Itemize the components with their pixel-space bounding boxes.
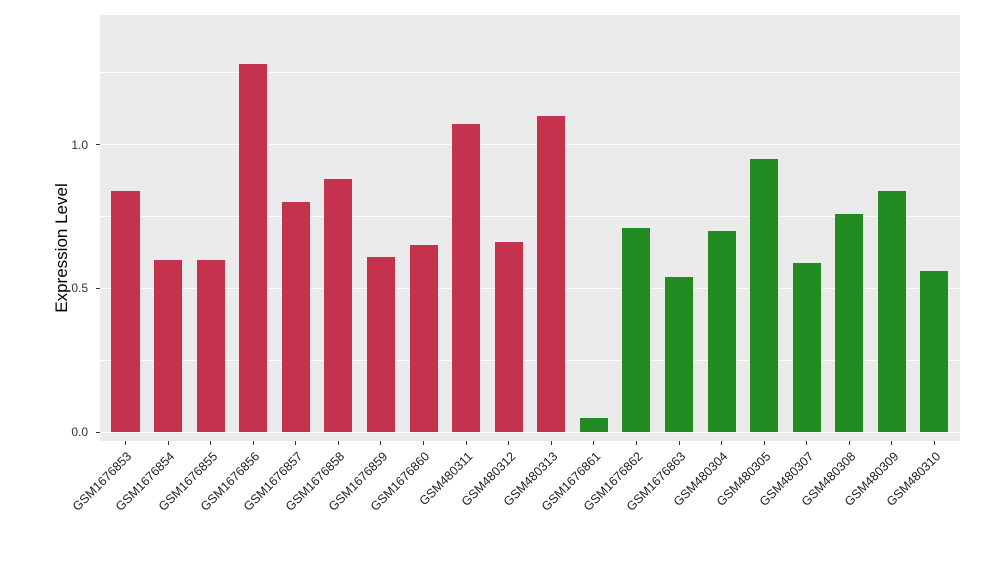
x-tick-mark (295, 441, 297, 445)
x-tick-mark (252, 441, 254, 445)
gridline-minor (100, 360, 960, 361)
x-tick-mark (508, 441, 510, 445)
gridline-major (100, 431, 960, 434)
bar-GSM480313 (537, 115, 566, 433)
x-tick-mark (210, 441, 212, 445)
x-tick-mark (721, 441, 723, 445)
plot-panel (100, 15, 960, 441)
bar-GSM480308 (835, 213, 864, 433)
x-tick-mark (423, 441, 425, 445)
x-tick-mark (763, 441, 765, 445)
bar-GSM1676858 (324, 179, 353, 433)
gridline-major (100, 143, 960, 146)
y-axis: 0.0 0.5 1.0 (0, 15, 100, 441)
bar-GSM480309 (877, 190, 906, 433)
bar-GSM480312 (494, 242, 523, 433)
bar-GSM480311 (452, 124, 481, 433)
y-tick-mark (96, 144, 100, 146)
bar-GSM1676855 (196, 259, 225, 433)
gridline-major (100, 287, 960, 290)
bar-GSM480304 (707, 230, 736, 433)
x-tick-mark (635, 441, 637, 445)
x-tick-mark (848, 441, 850, 445)
bar-GSM1676863 (664, 276, 694, 433)
x-tick-mark (167, 441, 169, 445)
y-tick-label: 0.5 (71, 281, 88, 296)
bar-GSM480307 (792, 262, 821, 433)
gridline-minor (100, 72, 960, 73)
x-axis: GSM1676853 GSM1676854 GSM1676855 GSM1676856… (70, 441, 960, 571)
x-tick-mark (593, 441, 595, 445)
x-tick-mark (465, 441, 467, 445)
bar-GSM480305 (750, 158, 779, 433)
bar-GSM1676856 (239, 63, 268, 433)
bar-GSM1676857 (281, 202, 310, 433)
bar-GSM1676853 (111, 190, 140, 433)
bar-GSM1676862 (622, 228, 651, 433)
x-tick-mark (380, 441, 382, 445)
bar-GSM1676859 (366, 256, 396, 433)
y-tick-label: 0.0 (71, 425, 88, 440)
bar-GSM1676861 (579, 417, 608, 433)
x-tick-mark (125, 441, 127, 445)
bar-GSM1676854 (154, 259, 183, 433)
x-tick-mark (933, 441, 935, 445)
y-tick-label: 1.0 (71, 137, 88, 152)
x-tick-mark (337, 441, 339, 445)
bar-GSM480310 (920, 271, 949, 433)
x-tick-mark (806, 441, 808, 445)
x-tick-mark (891, 441, 893, 445)
gridline-minor (100, 216, 960, 217)
y-tick-mark (96, 431, 100, 433)
bar-GSM1676860 (409, 245, 438, 433)
y-tick-mark (96, 287, 100, 289)
x-tick-mark (550, 441, 552, 445)
x-tick-mark (678, 441, 680, 445)
